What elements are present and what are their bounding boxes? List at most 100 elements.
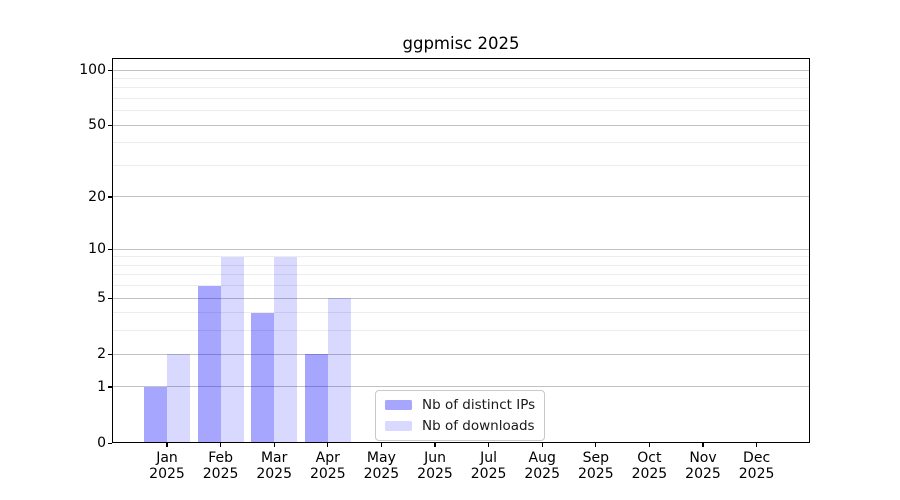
x-tick-label: Jan 2025 xyxy=(127,450,207,482)
x-tick-year: 2025 xyxy=(685,466,721,482)
major-gridline xyxy=(112,196,810,198)
x-tick-mark xyxy=(488,443,490,447)
major-gridline xyxy=(112,353,810,355)
x-tick-month: Oct xyxy=(637,450,662,466)
x-tick-mark xyxy=(648,443,650,447)
minor-gridline xyxy=(112,164,810,166)
x-tick-year: 2025 xyxy=(363,466,400,482)
y-tick-mark xyxy=(108,124,112,126)
legend-label: Nb of distinct IPs xyxy=(422,397,536,413)
y-tick-mark xyxy=(108,69,112,71)
y-tick-label: 0 xyxy=(97,435,106,451)
legend-entry: Nb of downloads xyxy=(385,418,535,434)
minor-gridline xyxy=(112,97,810,99)
major-gridline xyxy=(112,386,810,388)
x-tick-year: 2025 xyxy=(524,466,560,482)
bar xyxy=(167,354,190,443)
y-tick-label: 5 xyxy=(97,290,106,307)
x-tick-year: 2025 xyxy=(738,466,775,482)
x-tick-label: Oct 2025 xyxy=(609,450,689,482)
y-tick-label: 20 xyxy=(88,188,106,205)
legend-swatch-downloads-icon xyxy=(385,421,412,431)
x-tick-year: 2025 xyxy=(256,466,292,482)
x-tick-mark xyxy=(327,443,329,447)
y-tick-mark xyxy=(108,248,112,250)
x-tick-year: 2025 xyxy=(631,466,668,482)
x-tick-mark xyxy=(702,443,704,447)
x-tick-label: Aug 2025 xyxy=(502,450,582,482)
x-tick-month: May xyxy=(366,450,396,466)
x-tick-year: 2025 xyxy=(577,466,614,482)
y-tick-mark xyxy=(108,297,112,299)
x-tick-mark xyxy=(595,443,597,447)
y-tick-label: 2 xyxy=(97,346,106,363)
minor-gridline xyxy=(112,274,810,276)
x-tick-month: Apr xyxy=(315,450,340,466)
x-tick-mark xyxy=(166,443,168,447)
x-tick-label: Jun 2025 xyxy=(395,450,475,482)
bar xyxy=(251,312,275,443)
x-tick-mark xyxy=(273,443,275,447)
y-tick-label: 10 xyxy=(88,241,106,258)
legend-label: Nb of downloads xyxy=(422,418,535,434)
x-tick-month: Feb xyxy=(208,450,233,466)
x-tick-mark xyxy=(434,443,436,447)
y-tick-mark xyxy=(108,353,112,355)
bar xyxy=(327,298,351,443)
x-tick-month: Dec xyxy=(743,450,771,466)
x-tick-year: 2025 xyxy=(309,466,346,482)
x-tick-label: Nov 2025 xyxy=(663,450,743,482)
minor-gridline xyxy=(112,87,810,89)
minor-gridline xyxy=(112,142,810,144)
y-tick-label: 50 xyxy=(88,117,106,134)
bar xyxy=(197,285,221,443)
x-tick-year: 2025 xyxy=(417,466,453,482)
x-tick-month: Jul xyxy=(480,450,498,466)
x-tick-month: Sep xyxy=(582,450,609,466)
major-gridline xyxy=(112,124,810,126)
bar xyxy=(144,386,167,443)
minor-gridline xyxy=(112,330,810,332)
x-tick-mark xyxy=(541,443,543,447)
y-tick-mark xyxy=(108,196,112,198)
x-tick-month: Mar xyxy=(260,450,288,466)
x-tick-label: Dec 2025 xyxy=(717,450,797,482)
minor-gridline xyxy=(112,264,810,266)
x-tick-year: 2025 xyxy=(470,466,507,482)
x-tick-label: May 2025 xyxy=(341,450,421,482)
legend-swatch-distinct-ips-icon xyxy=(385,400,412,410)
major-gridline xyxy=(112,248,810,250)
major-gridline xyxy=(112,69,810,71)
x-tick-label: Feb 2025 xyxy=(181,450,261,482)
y-tick-label: 100 xyxy=(79,62,106,78)
x-tick-label: Sep 2025 xyxy=(556,450,636,482)
x-tick-month: Aug xyxy=(528,450,556,466)
x-tick-label: Jul 2025 xyxy=(449,450,529,482)
x-tick-label: Mar 2025 xyxy=(234,450,314,482)
x-tick-month: Nov xyxy=(689,450,717,466)
x-tick-mark xyxy=(756,443,758,447)
major-gridline xyxy=(112,297,810,299)
plot-area xyxy=(112,58,810,443)
x-tick-year: 2025 xyxy=(202,466,239,482)
minor-gridline xyxy=(112,312,810,314)
minor-gridline xyxy=(112,77,810,79)
x-tick-month: Jan xyxy=(156,450,178,466)
x-tick-month: Jun xyxy=(424,450,446,466)
bar xyxy=(220,256,244,443)
minor-gridline xyxy=(112,285,810,287)
legend: Nb of distinct IPs Nb of downloads xyxy=(375,390,546,441)
minor-gridline xyxy=(112,110,810,112)
x-tick-label: Apr 2025 xyxy=(288,450,368,482)
y-tick-label: 1 xyxy=(97,378,106,395)
y-tick-mark xyxy=(108,442,112,444)
minor-gridline xyxy=(112,256,810,258)
chart-title: ggpmisc 2025 xyxy=(402,34,520,53)
x-tick-mark xyxy=(220,443,222,447)
bar xyxy=(274,256,298,443)
x-tick-year: 2025 xyxy=(149,466,185,482)
legend-entry: Nb of distinct IPs xyxy=(385,397,535,413)
x-tick-mark xyxy=(380,443,382,447)
y-tick-mark xyxy=(108,386,112,388)
